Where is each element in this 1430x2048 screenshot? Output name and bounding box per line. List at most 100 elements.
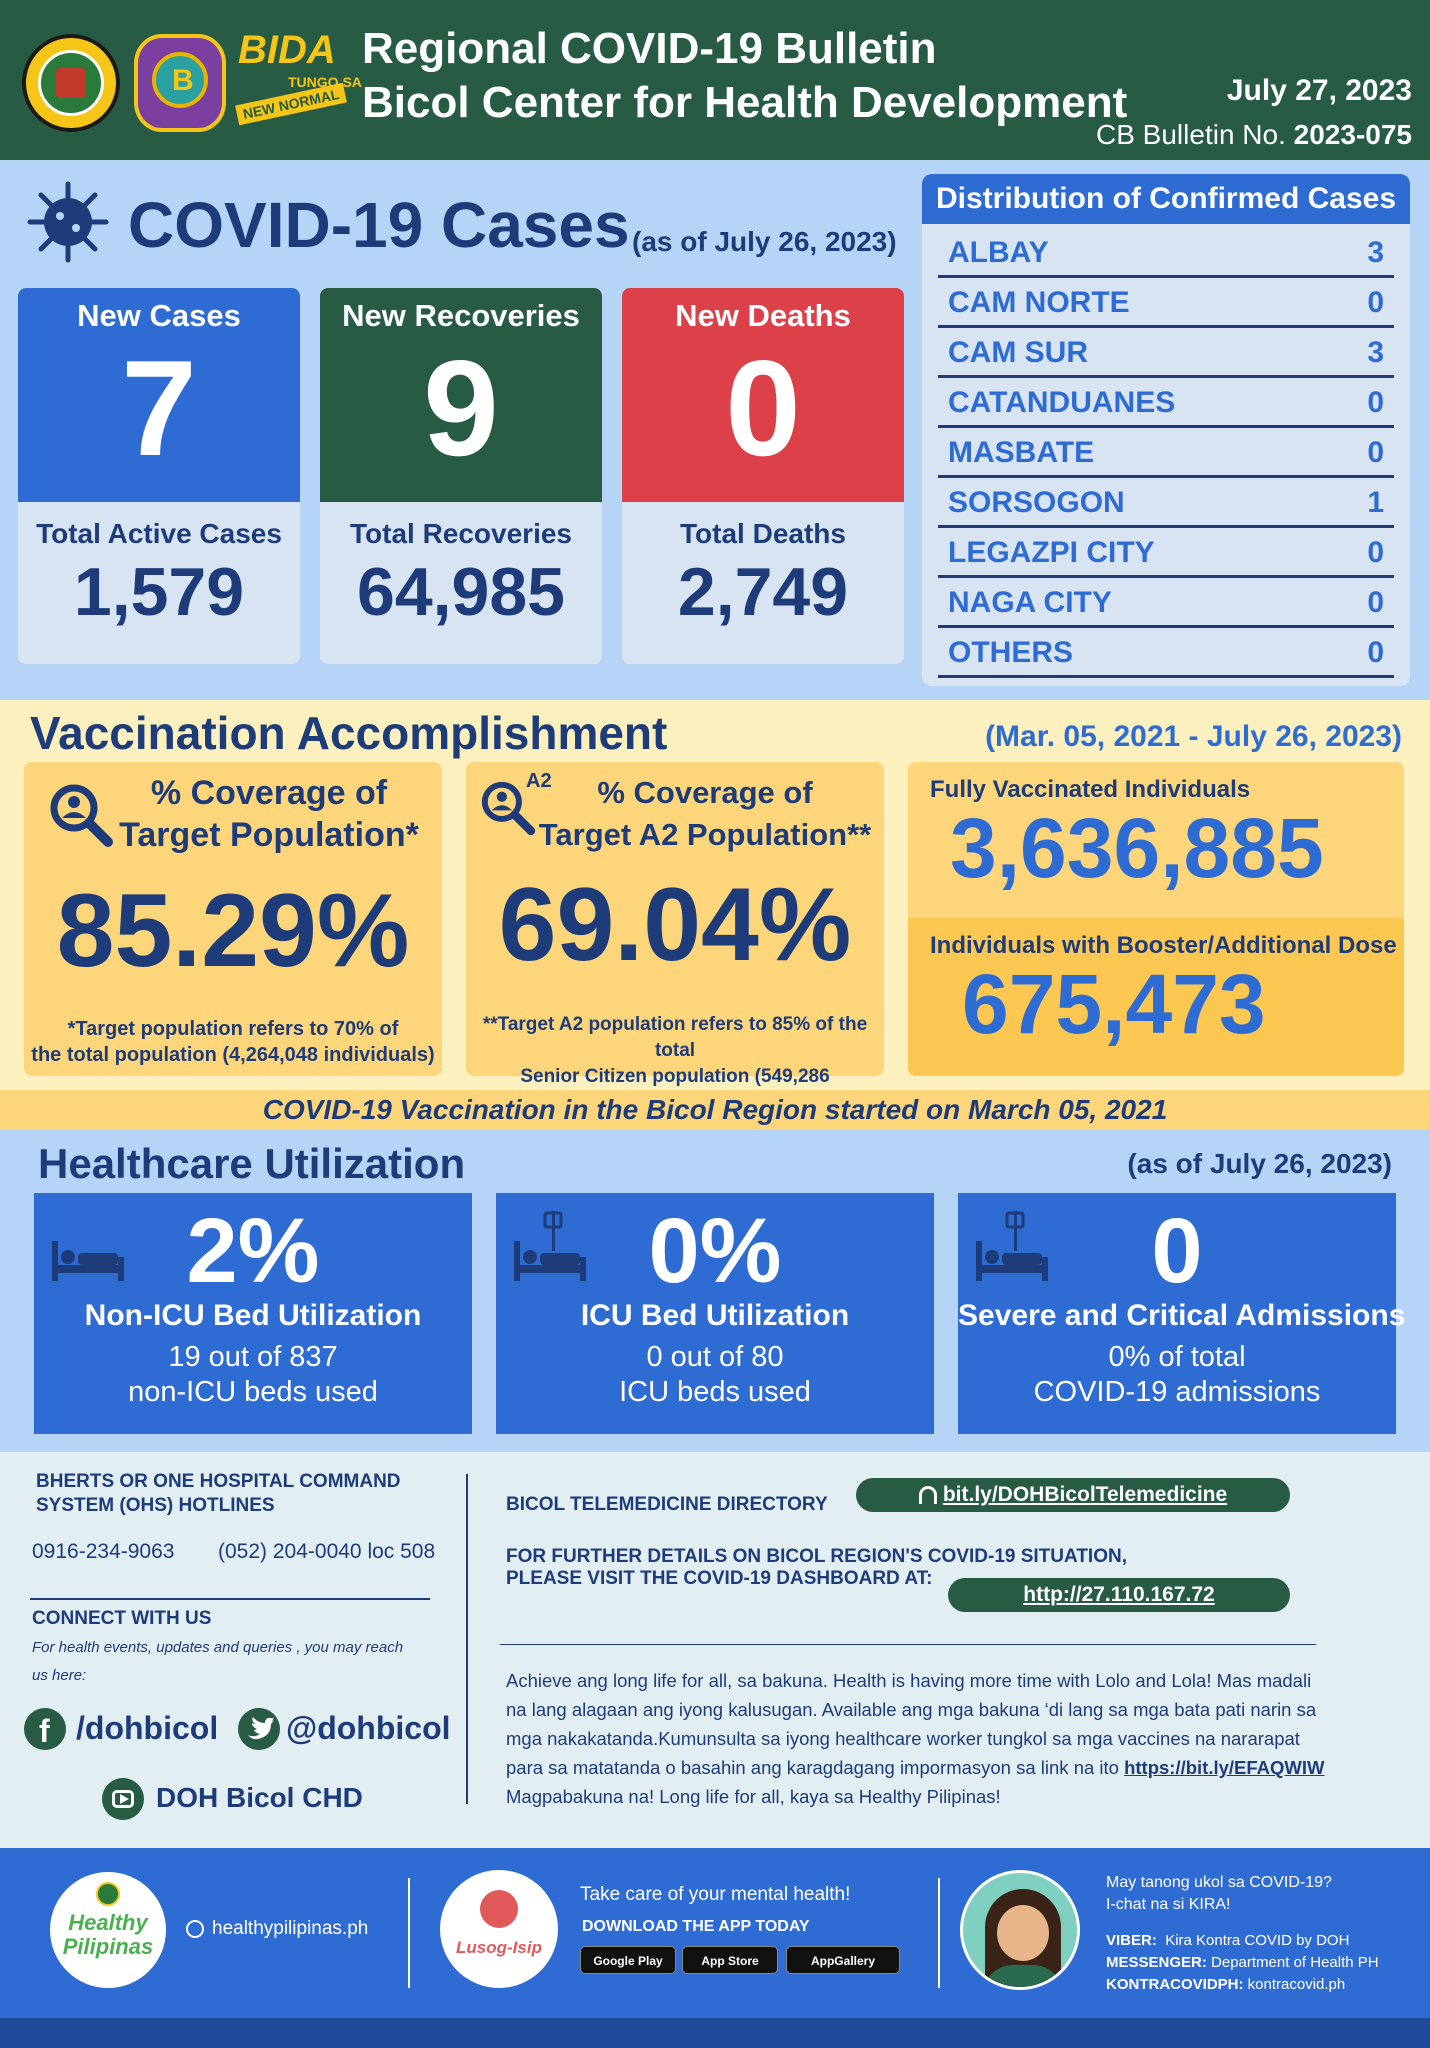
- non-icu-detail-2: non-ICU beds used: [128, 1376, 378, 1408]
- telemedicine-link-text[interactable]: bit.ly/DOHBicolTelemedicine: [942, 1483, 1228, 1506]
- facebook-handle[interactable]: /dohbicol: [76, 1710, 219, 1746]
- booster-panel: [908, 918, 1404, 1076]
- distribution-table: Distribution of Confirmed Cases ALBAY 3 C…: [922, 174, 1410, 686]
- hotlines-title-line1: BHERTS OR ONE HOSPITAL COMMAND: [36, 1471, 401, 1492]
- facebook-icon[interactable]: f: [24, 1708, 66, 1750]
- divider: [500, 1644, 1316, 1645]
- viber-value[interactable]: Kira Kontra COVID by DOH: [1165, 1932, 1350, 1949]
- new-recoveries-label: New Recoveries: [342, 298, 580, 333]
- appgallery-badge[interactable]: AppGallery: [786, 1946, 900, 1974]
- total-deaths-value: 2,749: [677, 554, 849, 630]
- distribution-row: CAM SUR 3: [938, 328, 1394, 378]
- province-name: CAM SUR: [948, 336, 1088, 369]
- healthy-logo-text: Healthy: [68, 1910, 148, 1935]
- new-recoveries-panel: New Recoveries 9: [320, 288, 602, 502]
- a2-coverage-head: % Coverage of Target A2 Population**: [530, 772, 880, 856]
- vaccination-title: Vaccination Accomplishment: [30, 707, 668, 759]
- telemedicine-link[interactable]: bit.ly/DOHBicolTelemedicine: [856, 1478, 1290, 1512]
- vaccine-message-line: mga nakakatanda.Kumunsulta sa iyong heal…: [506, 1728, 1300, 1749]
- province-count: 3: [1367, 236, 1384, 269]
- a2-note-line1: **Target A2 population refers to 85% of …: [482, 1014, 868, 1061]
- footer-bottom-bar: [0, 2018, 1430, 2048]
- connect-subtitle: For health events, updates and queries ,…: [32, 1634, 403, 1690]
- app-store-badge[interactable]: App Store: [682, 1946, 778, 1974]
- twitter-icon[interactable]: [238, 1708, 280, 1750]
- bed-icon: [52, 1241, 124, 1281]
- province-count: 0: [1367, 636, 1384, 669]
- non-icu-detail: 19 out of 837: [168, 1341, 338, 1373]
- a2-coverage-card: A2 % Coverage of Target A2 Population** 6…: [466, 762, 884, 1113]
- messenger-value[interactable]: Department of Health PH: [1211, 1954, 1379, 1971]
- info-panel: BHERTS OR ONE HOSPITAL COMMAND SYSTEM (OH…: [0, 1452, 1430, 1848]
- healthy-logo-text-2: Pilipinas: [62, 1934, 154, 1959]
- dashboard-link[interactable]: http://27.110.167.72: [948, 1578, 1290, 1612]
- kira-avatar: [960, 1870, 1080, 1990]
- target-head-line2: Target Population*: [119, 816, 419, 854]
- new-cases-panel: New Cases 7: [18, 288, 300, 502]
- bulletin-number-value: 2023-075: [1293, 119, 1412, 150]
- a2-coverage-value: 69.04%: [498, 867, 852, 983]
- dashboard-label: FOR FURTHER DETAILS ON BICOL REGION'S CO…: [506, 1546, 1127, 1590]
- connect-subtitle-line2: us here:: [32, 1667, 87, 1684]
- severe-title: Severe and Critical Admissions: [958, 1299, 1406, 1332]
- province-name: CATANDUANES: [948, 386, 1176, 419]
- kira-prompt-line2: I-chat na si KIRA!: [1106, 1896, 1231, 1913]
- target-coverage-note: *Target population refers to 70% of the t…: [24, 1016, 442, 1068]
- province-name: SORSOGON: [948, 486, 1125, 519]
- youtube-icon[interactable]: [102, 1778, 144, 1820]
- fully-vaccinated-value: 3,636,885: [950, 801, 1324, 895]
- bulletin-subtitle: Bicol Center for Health Development: [362, 78, 1128, 127]
- target-note-line1: *Target population refers to 70% of: [67, 1018, 399, 1040]
- divider: [30, 1598, 430, 1600]
- lusog-logo-text: Lusog-Isip: [456, 1938, 542, 1957]
- total-recoveries-value: 64,985: [357, 554, 565, 630]
- new-cases-card: New Cases 7 Total Active Cases 1,579: [18, 288, 300, 664]
- vaccine-message-line: para sa matatanda o basahin ang karagdag…: [506, 1757, 1119, 1778]
- bulletin-number: CB Bulletin No. 2023-075: [1096, 119, 1412, 151]
- severe-admissions-card: 0 Severe and Critical Admissions 0% of t…: [958, 1193, 1406, 1434]
- target-head-line1: % Coverage of: [150, 774, 388, 812]
- footer: Healthy Pilipinas healthypilipinas.ph Lu…: [0, 1848, 1430, 2048]
- google-play-badge[interactable]: Google Play: [580, 1946, 676, 1974]
- target-coverage-head: % Coverage of Target Population*: [104, 772, 434, 856]
- vaccine-message: Achieve ang long life for all, sa bakuna…: [506, 1666, 1325, 1811]
- province-count: 0: [1367, 286, 1384, 319]
- new-recoveries-card: New Recoveries 9 Total Recoveries 64,985: [320, 288, 602, 664]
- kira-contacts: VIBER: Kira Kontra COVID by DOH MESSENGE…: [1106, 1930, 1379, 1996]
- distribution-row: CATANDUANES 0: [938, 378, 1394, 428]
- faq-link[interactable]: https://bit.ly/EFAQWIW: [1124, 1757, 1325, 1778]
- booster-value: 675,473: [962, 957, 1266, 1051]
- youtube-channel[interactable]: DOH Bicol CHD: [156, 1782, 363, 1813]
- bulletin-number-label: CB Bulletin No.: [1096, 119, 1286, 150]
- header-bar: B BIDA TUNGO SA NEW NORMAL Regional COVI…: [0, 0, 1430, 160]
- new-deaths-value: 0: [725, 332, 801, 484]
- severe-detail-2: COVID-19 admissions: [1033, 1376, 1321, 1408]
- distribution-row: LEGAZPI CITY 0: [938, 528, 1394, 578]
- cases-title: COVID-19 Cases: [128, 189, 630, 261]
- lusog-isip-logo: Lusog-Isip: [440, 1870, 558, 1988]
- icu-bed-icon: [976, 1211, 1048, 1281]
- dashboard-label-line1: FOR FURTHER DETAILS ON BICOL REGION'S CO…: [506, 1546, 1127, 1567]
- province-count: 3: [1367, 336, 1384, 369]
- kontra-value[interactable]: kontracovid.ph: [1247, 1976, 1346, 1993]
- website-link[interactable]: healthypilipinas.ph: [212, 1918, 369, 1939]
- telemedicine-label: BICOL TELEMEDICINE DIRECTORY: [506, 1494, 828, 1515]
- province-name: CAM NORTE: [948, 286, 1130, 319]
- severe-value: 0: [1151, 1200, 1203, 1302]
- new-deaths-panel: New Deaths 0: [622, 288, 904, 502]
- province-name: NAGA CITY: [948, 586, 1112, 619]
- distribution-row: ALBAY 3: [938, 228, 1394, 278]
- distribution-row: MASBATE 0: [938, 428, 1394, 478]
- target-coverage-card: % Coverage of Target Population* 85.29% *…: [24, 762, 442, 1076]
- divider: [408, 1878, 410, 1988]
- bulletin-title: Regional COVID-19 Bulletin: [362, 24, 937, 73]
- new-recoveries-value: 9: [423, 332, 499, 484]
- kira-prompt-line1: May tanong ukol sa COVID-19?: [1106, 1874, 1332, 1891]
- new-cases-value: 7: [121, 332, 197, 484]
- distribution-row: OTHERS 0: [938, 628, 1394, 678]
- icu-detail: 0 out of 80: [646, 1341, 784, 1373]
- hotline-phone[interactable]: (052) 204-0040 loc 508: [218, 1540, 436, 1563]
- hotline-phone[interactable]: 0916-234-9063: [32, 1540, 175, 1563]
- province-count: 0: [1367, 536, 1384, 569]
- twitter-handle[interactable]: @dohbicol: [286, 1710, 451, 1746]
